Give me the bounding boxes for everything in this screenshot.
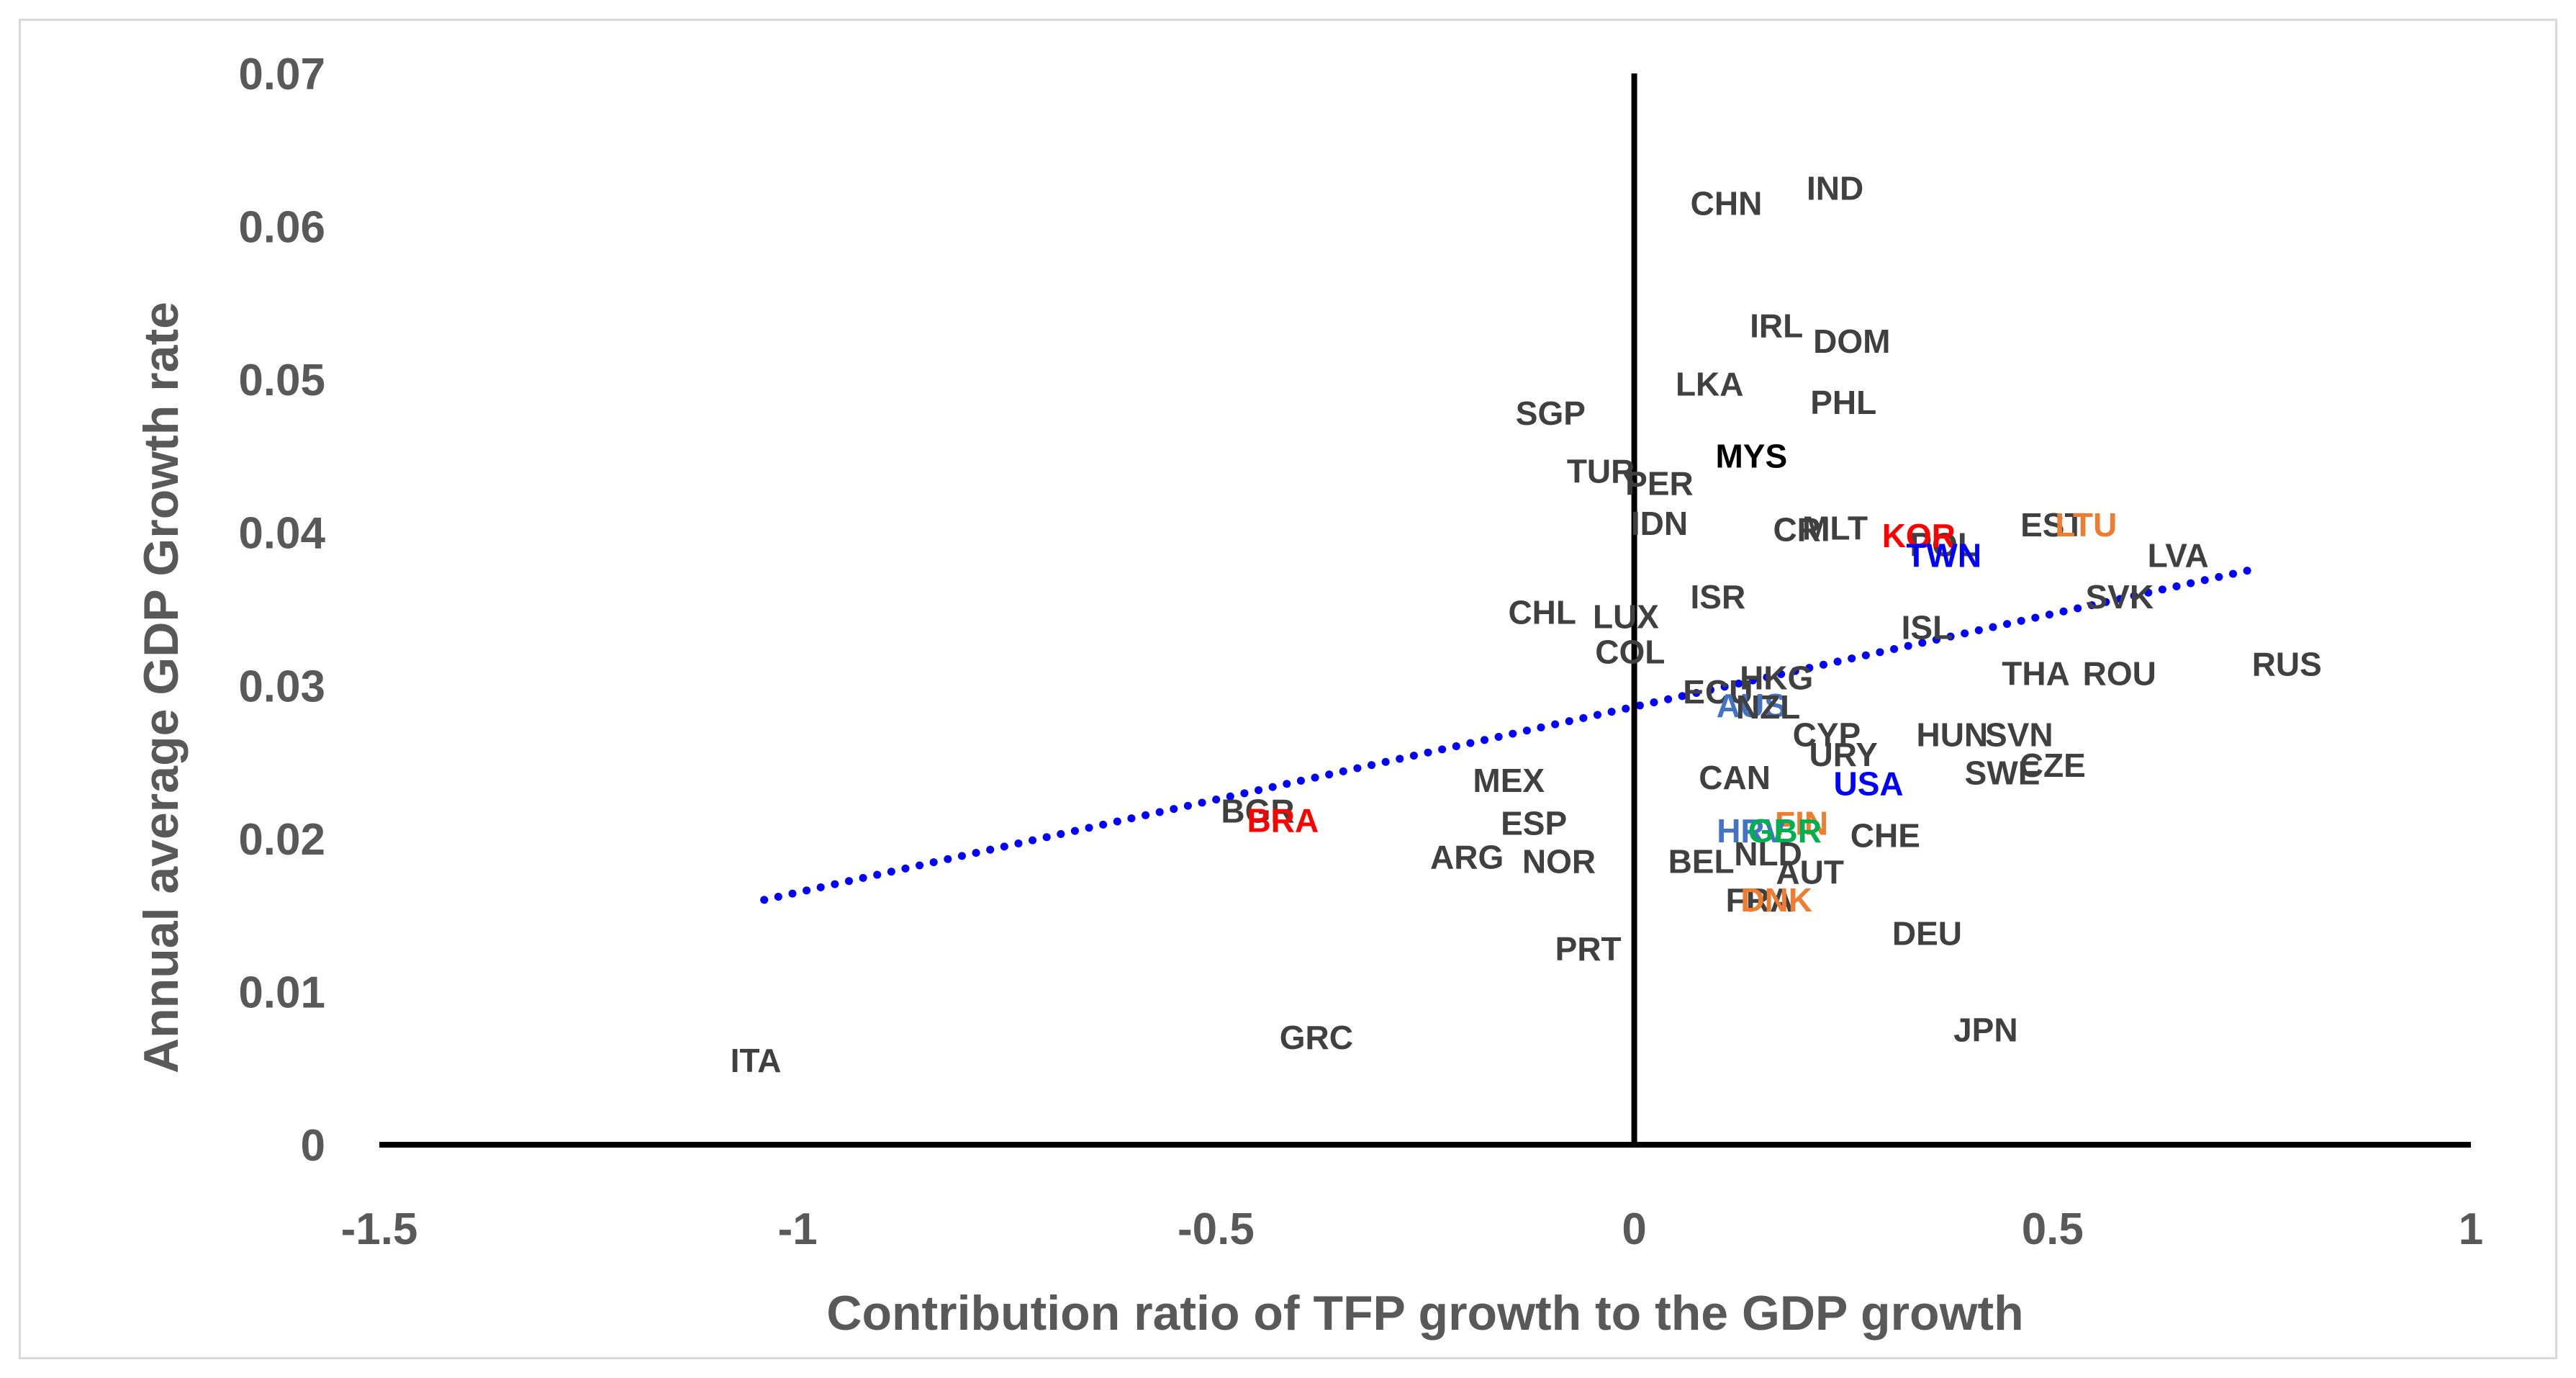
data-point-nzl: NZL	[1736, 688, 1800, 726]
data-point-ita: ITA	[731, 1042, 782, 1079]
x-tick-label: -0.5	[1178, 1204, 1255, 1254]
data-point-swe: SWE	[1965, 754, 2041, 791]
data-point-can: CAN	[1699, 759, 1771, 796]
data-point-mex: MEX	[1473, 762, 1545, 799]
data-point-arg: ARG	[1430, 838, 1504, 875]
data-point-twn: TWN	[1906, 537, 1981, 575]
data-point-rus: RUS	[2252, 646, 2322, 683]
y-tick-label: 0.02	[238, 815, 325, 865]
y-tick-label: 0.01	[238, 968, 325, 1017]
data-point-tur: TUR	[1567, 453, 1635, 490]
data-point-esp: ESP	[1501, 805, 1567, 842]
data-point-grc: GRC	[1280, 1019, 1353, 1056]
y-tick-label: 0.06	[238, 203, 325, 253]
y-tick-label: 0.04	[238, 509, 325, 559]
data-point-col: COL	[1595, 634, 1665, 671]
x-tick-label: -1.5	[341, 1204, 418, 1254]
y-tick-label: 0.07	[238, 50, 325, 99]
data-point-isl: ISL	[1902, 609, 1953, 647]
data-point-dnk: DNK	[1740, 881, 1812, 919]
data-point-dom: DOM	[1813, 323, 1890, 360]
data-point-jpn: JPN	[1953, 1012, 2017, 1049]
data-point-svn: SVN	[1985, 716, 2053, 753]
data-point-nor: NOR	[1522, 843, 1596, 881]
data-point-bgr: BGR	[1221, 793, 1294, 830]
data-point-hun: HUN	[1916, 716, 1988, 753]
data-point-lva: LVA	[2148, 537, 2209, 575]
y-tick-label: 0	[301, 1121, 325, 1171]
data-point-cyp: CYP	[1793, 716, 1861, 753]
data-point-cri: CRI	[1773, 510, 1830, 548]
data-point-che: CHE	[1850, 817, 1920, 855]
data-point-kor: KOR	[1882, 517, 1956, 554]
x-tick-labels: -1.5 -1 -0.5 0 0.5 1	[341, 1204, 2484, 1254]
data-point-cze: CZE	[2020, 747, 2086, 784]
x-tick-label: 0.5	[2022, 1204, 2084, 1254]
y-axis-title: Annual average GDP Growth rate	[134, 302, 189, 1073]
data-point-isr: ISR	[1690, 578, 1745, 616]
data-point-sgp: SGP	[1516, 395, 1586, 432]
data-point-per: PER	[1625, 465, 1694, 503]
x-tick-label: -1	[778, 1204, 818, 1254]
trendline	[760, 565, 2258, 904]
y-tick-label: 0.05	[238, 356, 325, 405]
chart-frame	[19, 19, 2557, 1359]
data-point-est: EST	[2020, 506, 2084, 544]
data-point-usa: USA	[1834, 765, 1904, 802]
data-point-hkg: HKG	[1740, 659, 1813, 697]
x-tick-label: 1	[2459, 1204, 2483, 1254]
data-point-hrv: HRV	[1717, 812, 1786, 850]
data-point-aut: AUT	[1776, 854, 1844, 891]
data-point-nld: NLD	[1734, 835, 1802, 873]
data-point-pol: POL	[1910, 526, 1978, 564]
data-point-mlt: MLT	[1802, 509, 1868, 546]
data-point-lka: LKA	[1676, 366, 1744, 403]
data-point-ury: URY	[1809, 736, 1877, 773]
data-point-mys: MYS	[1715, 437, 1787, 474]
data-point-aus: AUS	[1717, 687, 1786, 724]
data-point-rou: ROU	[2083, 654, 2156, 692]
y-tick-labels: 0 0.01 0.02 0.03 0.04 0.05 0.06 0.07	[238, 50, 325, 1171]
data-point-idn: IDN	[1631, 505, 1688, 542]
data-point-fra: FRA	[1726, 881, 1794, 919]
data-point-chn: CHN	[1691, 185, 1763, 222]
x-axis-title: Contribution ratio of TFP growth to the …	[826, 1286, 2023, 1341]
trendline-layer	[760, 565, 2258, 904]
data-point-fin: FIN	[1775, 805, 1828, 842]
y-tick-label: 0.03	[238, 662, 325, 711]
data-point-phl: PHL	[1810, 384, 1876, 421]
data-point-irl: IRL	[1750, 307, 1803, 345]
data-point-bel: BEL	[1668, 843, 1735, 881]
data-point-ind: IND	[1807, 169, 1863, 207]
x-tick-label: 0	[1622, 1204, 1646, 1254]
data-point-prt: PRT	[1555, 930, 1622, 968]
data-point-deu: DEU	[1892, 915, 1962, 953]
data-point-ecu: ECU	[1683, 673, 1753, 711]
data-point-ltu: LTU	[2055, 506, 2117, 544]
data-point-svk: SVK	[2085, 578, 2154, 616]
data-point-tha: THA	[2002, 654, 2070, 692]
data-point-bra: BRA	[1247, 801, 1319, 839]
data-point-chl: CHL	[1508, 593, 1576, 631]
data-point-lux: LUX	[1593, 598, 1659, 636]
data-point-gbr: GBR	[1748, 812, 1822, 850]
